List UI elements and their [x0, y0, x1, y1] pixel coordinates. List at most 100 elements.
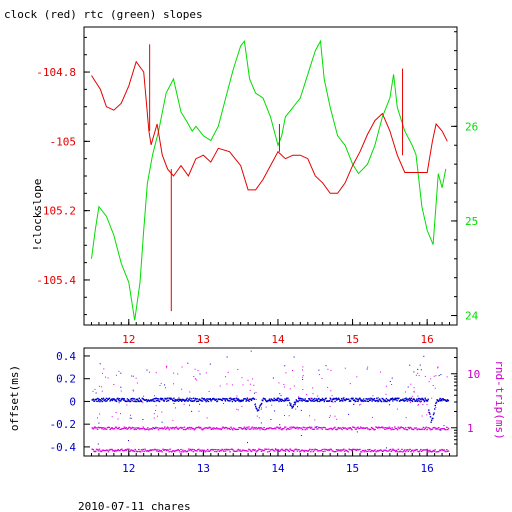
rnd-trip-outlier — [419, 401, 421, 403]
rnd-trip-point — [367, 428, 369, 430]
rnd-trip-point — [385, 449, 387, 452]
offset-point — [377, 400, 380, 402]
rnd-trip-point — [117, 428, 119, 430]
offset-point — [141, 400, 143, 403]
offset-point — [130, 398, 133, 400]
rnd-trip-point — [383, 427, 385, 429]
rnd-trip-point — [99, 450, 102, 452]
rnd-trip-point — [120, 449, 122, 451]
rnd-trip-point — [286, 428, 289, 430]
rnd-trip-outlier — [142, 402, 144, 404]
rnd-trip-point — [355, 428, 358, 430]
rnd-trip-point — [196, 450, 198, 452]
rnd-trip-point — [207, 427, 210, 429]
rnd-trip-point — [372, 428, 375, 430]
rnd-trip-point — [284, 426, 287, 428]
rnd-trip-point — [360, 427, 363, 429]
rnd-trip-point — [300, 449, 303, 451]
rnd-trip-point — [445, 451, 447, 453]
rnd-trip-point — [138, 448, 140, 451]
offset-point — [254, 404, 256, 406]
rnd-trip-point — [260, 450, 263, 452]
rnd-trip-point — [186, 427, 188, 430]
offset-point — [291, 407, 293, 409]
offset-point — [382, 398, 384, 400]
rnd-trip-outlier — [189, 391, 191, 393]
offset-point — [409, 397, 411, 400]
offset-point — [395, 397, 398, 400]
rnd-trip-point — [102, 427, 104, 429]
rnd-trip-point — [285, 429, 288, 431]
rnd-trip-point — [103, 428, 105, 430]
rnd-trip-outlier — [249, 389, 251, 391]
rnd-trip-point — [275, 426, 278, 428]
rnd-trip-outlier — [231, 384, 233, 386]
offset-point — [372, 398, 374, 400]
offset-point — [308, 398, 311, 400]
rnd-trip-point — [300, 427, 303, 429]
rnd-trip-point — [314, 426, 316, 428]
rnd-trip-point — [155, 426, 157, 428]
offset-point — [201, 397, 203, 399]
offset-point — [432, 417, 434, 420]
offset-point — [114, 400, 117, 402]
rnd-trip-point — [338, 427, 341, 429]
offset-point — [115, 400, 118, 403]
rnd-trip-point — [335, 429, 338, 431]
rnd-trip-point — [346, 450, 349, 452]
offset-point — [259, 405, 261, 407]
offset-point — [152, 398, 154, 401]
rnd-trip-point — [95, 427, 98, 429]
rnd-trip-point — [228, 427, 230, 429]
offset-point — [313, 400, 315, 402]
offset-point — [333, 398, 336, 400]
rnd-trip-outlier — [166, 367, 168, 369]
rnd-trip-point — [394, 426, 396, 428]
rnd-trip-point — [268, 427, 271, 429]
rnd-trip-point — [133, 450, 136, 453]
rnd-trip-outlier — [421, 415, 423, 417]
rnd-trip-point — [334, 451, 336, 453]
offset-point — [158, 400, 161, 403]
offset-point — [102, 397, 105, 399]
rnd-trip-point — [126, 448, 128, 450]
rnd-trip-point — [350, 428, 352, 430]
rnd-trip-point — [117, 449, 119, 451]
offset-point — [161, 398, 164, 400]
offset-point — [111, 399, 114, 402]
rnd-trip-point — [432, 427, 435, 429]
rnd-trip-point — [348, 427, 350, 429]
rnd-trip-point — [176, 427, 179, 429]
offset-point — [285, 398, 287, 401]
offset-point — [216, 400, 219, 402]
offset-point — [293, 404, 295, 406]
rnd-trip-outlier — [288, 415, 290, 417]
rnd-trip-point — [258, 448, 260, 450]
offset-point — [323, 398, 325, 401]
rnd-trip-point — [403, 450, 405, 452]
offset-point — [338, 398, 340, 400]
rnd-trip-point — [172, 450, 175, 452]
rnd-trip-point — [219, 428, 222, 430]
rnd-trip-outlier — [252, 378, 254, 380]
rnd-trip-point — [209, 449, 212, 451]
offset-point — [149, 400, 151, 402]
rnd-trip-point — [388, 449, 391, 451]
offset-point — [342, 400, 344, 402]
rnd-trip-point — [335, 450, 337, 453]
rnd-trip-point — [420, 428, 422, 430]
rnd-trip-outlier — [249, 383, 251, 385]
rnd-trip-point — [377, 427, 379, 429]
y-tick-label: 0 — [69, 395, 76, 408]
offset-point — [359, 397, 361, 400]
rnd-trip-outlier — [422, 404, 424, 405]
bottom-y-axis-label: offset(ms) — [8, 365, 21, 431]
offset-point — [239, 400, 241, 403]
rnd-trip-point — [439, 450, 442, 452]
rnd-trip-point — [267, 448, 270, 450]
rnd-trip-point — [322, 451, 324, 453]
offset-point — [261, 402, 263, 405]
offset-point — [363, 398, 365, 400]
rnd-trip-point — [155, 449, 157, 451]
offset-outlier — [440, 374, 442, 376]
